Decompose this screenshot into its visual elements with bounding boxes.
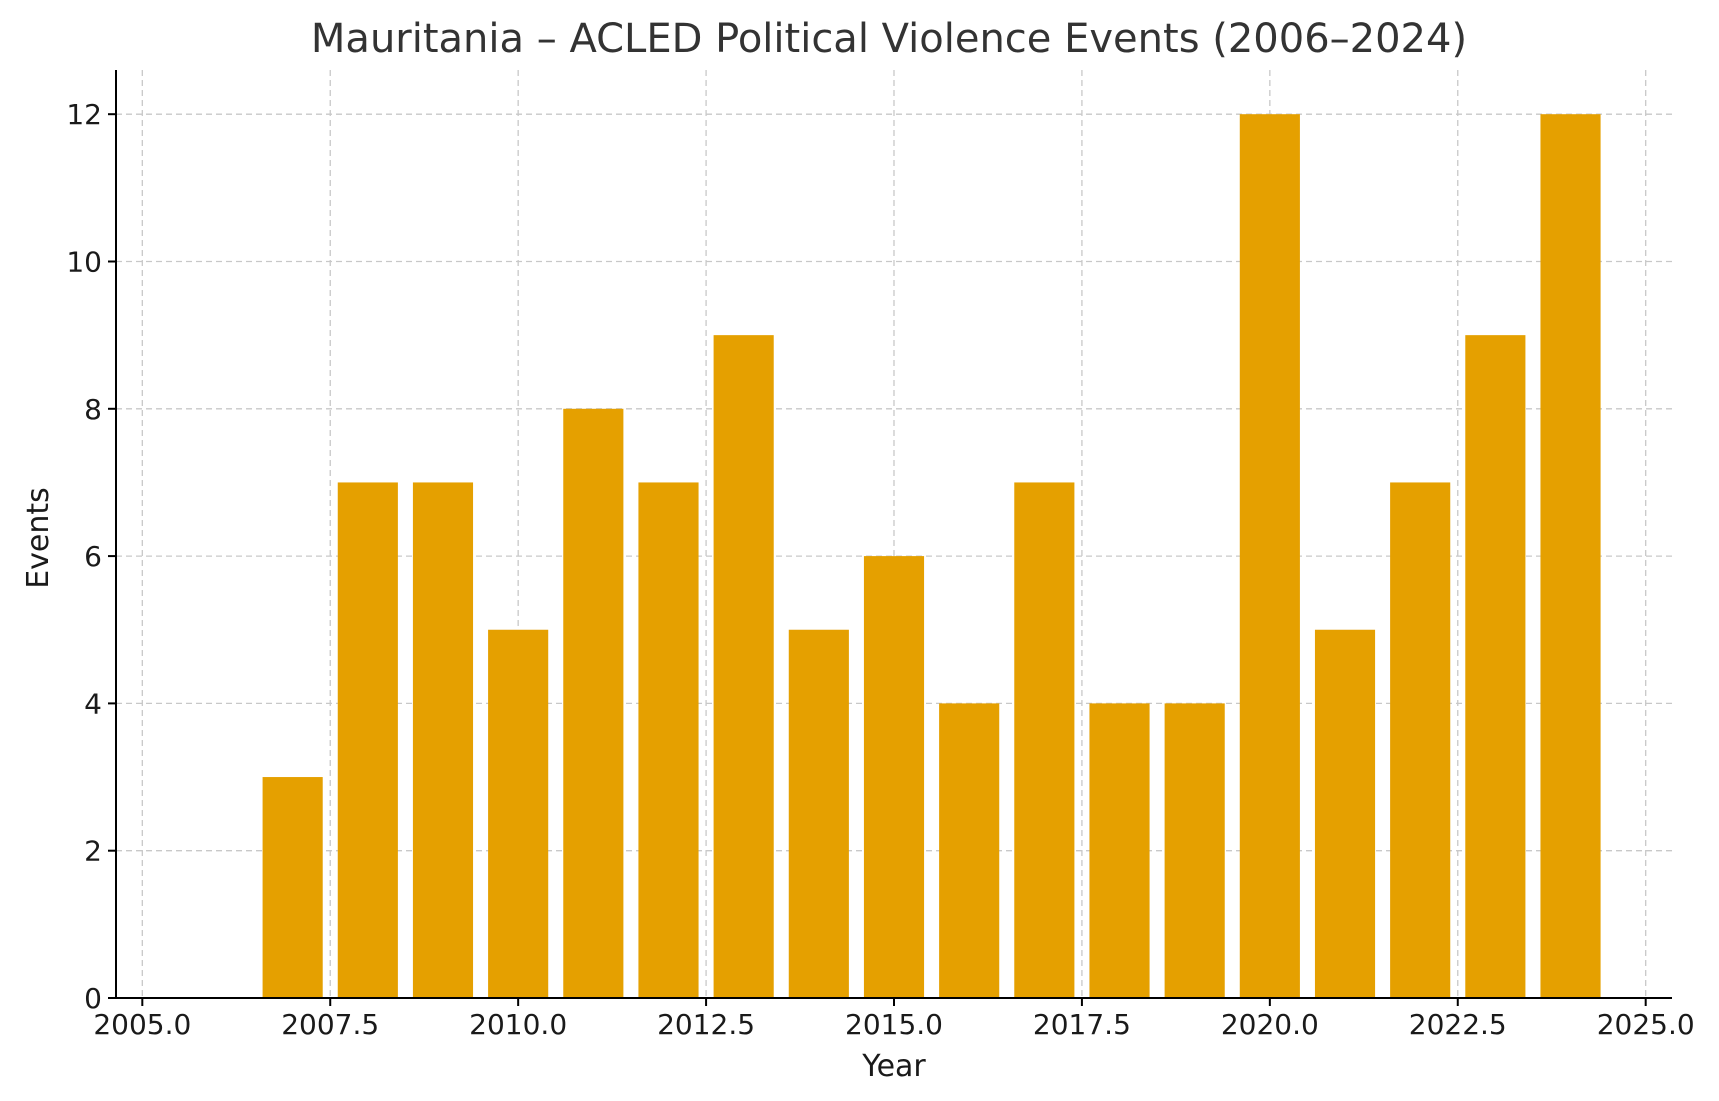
x-tick-label: 2017.5: [1033, 1008, 1131, 1041]
y-tick-label: 12: [66, 98, 102, 131]
y-tick-label: 2: [84, 835, 102, 868]
x-tick-label: 2007.5: [281, 1008, 379, 1041]
bar-2022: [1390, 482, 1451, 998]
bar-2020: [1239, 114, 1300, 998]
bar-2018: [1089, 703, 1150, 998]
x-axis-ticks: 2005.0 2007.5 2010.0 2012.5 2015.0 2017.5 2020…: [93, 998, 1695, 1041]
bar-2019: [1164, 703, 1225, 998]
x-tick-label: 2005.0: [93, 1008, 191, 1041]
x-tick-label: 2022.5: [1409, 1008, 1507, 1041]
bar-2007: [262, 777, 323, 998]
x-tick-label: 2025.0: [1597, 1008, 1695, 1041]
y-tick-label: 0: [84, 982, 102, 1015]
bar-2017: [1014, 482, 1075, 998]
x-tick-label: 2020.0: [1221, 1008, 1319, 1041]
y-tick-label: 4: [84, 687, 102, 720]
y-axis-label: Events: [21, 487, 56, 589]
bar-series: [262, 114, 1601, 999]
x-axis-label: Year: [861, 1049, 926, 1084]
bar-2016: [939, 703, 1000, 998]
bar-2009: [412, 482, 474, 998]
bar-2012: [638, 482, 699, 998]
chart-title: Mauritania – ACLED Political Violence Ev…: [311, 16, 1467, 62]
y-tick-label: 8: [84, 393, 102, 426]
bar-2015: [863, 556, 925, 998]
x-tick-label: 2015.0: [845, 1008, 943, 1041]
y-axis-ticks: 0 2 4 6 8 10 12: [66, 98, 116, 1015]
bar-2021: [1314, 629, 1376, 998]
bar-2008: [337, 482, 398, 998]
bar-2010: [488, 629, 549, 998]
x-tick-label: 2012.5: [657, 1008, 755, 1041]
bar-2013: [713, 335, 774, 999]
y-tick-label: 10: [66, 245, 102, 278]
bar-2023: [1465, 335, 1526, 999]
bar-2011: [563, 408, 624, 998]
x-tick-label: 2010.0: [469, 1008, 567, 1041]
bar-2024: [1540, 114, 1601, 998]
y-tick-label: 6: [84, 540, 102, 573]
bar-2014: [788, 629, 849, 998]
